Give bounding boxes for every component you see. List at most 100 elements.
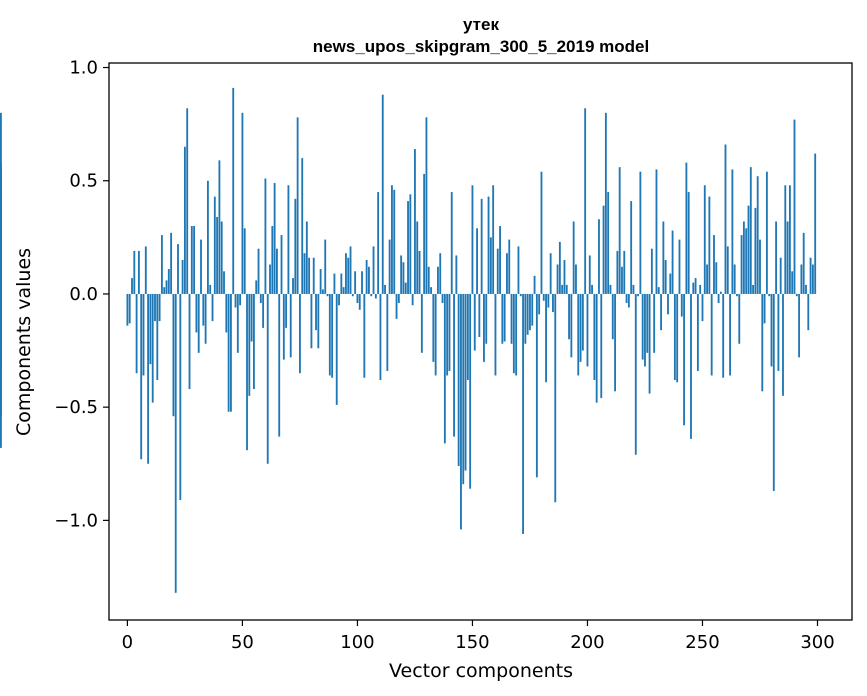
bar-component-160: [494, 293, 497, 376]
bar-component-265: [736, 293, 738, 297]
bar-component-40: [218, 160, 221, 294]
bar-component-252: [706, 264, 708, 294]
bar-component-98: [351, 293, 354, 297]
bar-component-145: [460, 293, 462, 530]
bar-component-4: [135, 293, 138, 374]
bar-component-241: [680, 293, 683, 317]
bar-component-291: [795, 293, 798, 297]
bar-component-239: [676, 293, 679, 383]
bar-component-64: [273, 183, 276, 294]
bar-component-55: [253, 293, 255, 390]
bar-component-258: [719, 291, 722, 294]
bar-component-107: [372, 246, 375, 294]
bar-component-188: [558, 241, 561, 294]
bar-component-116: [393, 189, 396, 294]
bar-component-58: [259, 293, 262, 304]
bar-component-254: [710, 293, 713, 376]
bar-component-26: [186, 108, 189, 294]
bar-component-184: [549, 253, 552, 294]
bar-component-262: [729, 293, 731, 376]
bar-component-196: [577, 293, 580, 376]
bar-component-214: [618, 167, 621, 294]
bar-component-231: [657, 287, 660, 294]
bar-component-245: [690, 293, 692, 439]
bar-component-236: [669, 273, 672, 294]
bar-component-147: [464, 293, 467, 471]
bar-component-273: [754, 207, 757, 294]
bar-component-118: [397, 293, 400, 304]
bar-component-169: [515, 293, 518, 376]
bar-component-14: [158, 293, 161, 322]
bar-component-77: [303, 253, 306, 294]
bar-component-74: [296, 117, 299, 294]
bar-component-230: [655, 169, 658, 294]
bar-component-17: [165, 280, 168, 294]
x-tick-label: 150: [455, 632, 489, 653]
bar-component-70: [287, 185, 290, 294]
bar-component-177: [533, 275, 536, 294]
bar-component-94: [342, 287, 345, 294]
bar-component-277: [763, 293, 766, 324]
bar-component-53: [248, 293, 251, 396]
bar-component-255: [713, 235, 715, 294]
bar-component-215: [621, 266, 623, 294]
bar-component-43: [225, 293, 228, 333]
bar-component-183: [547, 293, 550, 308]
bar-component-45: [230, 293, 232, 412]
bar-component-161: [496, 248, 499, 294]
bar-component-294: [802, 232, 805, 294]
bar-component-25: [183, 146, 186, 294]
bar-component-41: [220, 221, 223, 294]
bar-component-83: [317, 293, 320, 349]
bar-component-257: [717, 293, 720, 304]
bar-component-157: [487, 196, 490, 294]
y-tick-label: 1.0: [69, 58, 98, 79]
bar-component-93: [340, 273, 343, 294]
bar-component-171: [519, 293, 522, 297]
bar-component-85: [322, 289, 324, 294]
bar-component-54: [250, 293, 253, 342]
bar-component-178: [535, 293, 538, 478]
bar-component-288: [788, 185, 791, 294]
bar-component-181: [542, 293, 545, 301]
bar-component-190: [563, 259, 566, 294]
bar-component-221: [634, 293, 637, 455]
bar-component-67: [280, 235, 283, 294]
bar-component-75: [299, 293, 301, 374]
bar-component-208: [604, 112, 607, 294]
bar-component-275: [759, 239, 761, 294]
bar-component-86: [324, 239, 327, 294]
bar-component-127: [418, 250, 421, 294]
bar-component-36: [209, 284, 212, 294]
bar-component-48: [236, 293, 239, 353]
x-axis: 0 50 100 150 200 250 300: [122, 620, 835, 653]
bar-component-88: [328, 293, 331, 376]
bar-component-240: [678, 239, 681, 294]
bar-component-224: [641, 293, 644, 360]
bar-component-243: [685, 162, 688, 294]
bar-component-102: [361, 271, 363, 294]
bar-component-121: [404, 282, 407, 294]
bar-component-284: [779, 257, 782, 294]
x-axis-label: Vector components: [389, 660, 573, 682]
bar-component-298: [811, 264, 814, 294]
bar-component-256: [715, 262, 718, 294]
bar-component-247: [694, 278, 697, 294]
bar-component-238: [673, 293, 676, 380]
bar-component-135: [437, 266, 439, 294]
bar-component-187: [556, 264, 559, 294]
y-tick-label: 0.5: [69, 171, 98, 192]
bar-component-110: [379, 293, 382, 380]
bar-component-219: [630, 201, 633, 294]
bar-component-259: [722, 293, 725, 378]
bar-component-117: [395, 293, 398, 319]
bar-component-undefined: [0, 293, 2, 358]
bar-component-23: [179, 293, 182, 500]
bar-component-5: [137, 250, 140, 294]
bar-component-125: [414, 149, 416, 294]
bar-component-27: [188, 293, 191, 390]
bar-component-6: [140, 293, 143, 460]
bar-component-290: [793, 119, 796, 294]
bar-component-249: [699, 284, 702, 294]
